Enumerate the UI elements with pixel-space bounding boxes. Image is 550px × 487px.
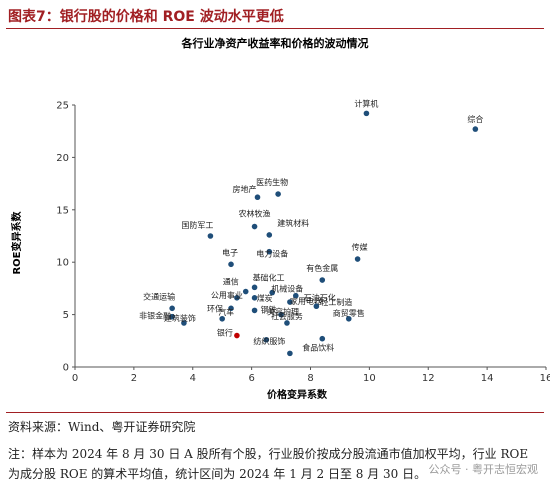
- data-point: [242, 288, 249, 295]
- chart-title: 各行业净资产收益率和价格的波动情况: [181, 36, 369, 50]
- data-point: [275, 191, 281, 197]
- x-tick-label: 8: [307, 373, 313, 384]
- x-tick-label: 2: [131, 373, 137, 384]
- data-point: [472, 126, 479, 132]
- point-label: 轻工制造: [320, 297, 352, 307]
- point-label: 综合: [467, 114, 483, 124]
- data-point: [319, 335, 326, 342]
- point-label: 机械设备: [271, 284, 303, 294]
- data-point: [313, 303, 320, 310]
- point-label: 公用事业: [211, 290, 243, 300]
- note-text: 注：样本为 2024 年 8 月 30 日 A 股所有个股，行业股价按成分股流通…: [8, 447, 529, 481]
- axes: 0 2 4 6 8 10 12 14 16 0 5 10 15 20 25: [56, 101, 550, 385]
- point-label: 医药生物: [256, 177, 288, 187]
- data-point: [254, 194, 261, 201]
- figure-title: 图表7：银行股的价格和 ROE 波动水平更低: [8, 9, 284, 25]
- data-point: [234, 295, 240, 301]
- scatter-chart: 各行业净资产收益率和价格的波动情况 价格变异系数 ROE变异系数 0 2 4 6 8 10…: [10, 36, 550, 401]
- point-label: 商贸零售: [333, 308, 365, 318]
- data-point: [228, 261, 234, 268]
- point-label: 有色金属: [306, 263, 338, 273]
- data-point: [234, 332, 240, 339]
- x-tick-label: 4: [190, 373, 196, 384]
- data-point: [263, 336, 270, 343]
- point-label: 石油石化: [304, 293, 336, 303]
- data-point: [251, 307, 258, 314]
- data-point: [284, 320, 290, 326]
- title-rule: [6, 28, 544, 29]
- point-label: 家用电器: [290, 296, 322, 306]
- point-label: 国防军工: [181, 220, 213, 230]
- watermark: 公众号 · 粤开志恒宏观: [426, 461, 540, 477]
- point-label: 食品饮料: [302, 343, 334, 353]
- x-axis-label: 价格变异系数: [267, 388, 328, 401]
- point-label: 传媒: [352, 242, 368, 252]
- data-point: [219, 315, 225, 322]
- data-point: [228, 305, 234, 312]
- source-rule: [6, 412, 544, 413]
- point-label: 环保: [207, 303, 223, 313]
- data-point: [278, 311, 284, 318]
- point-label: 农林牧渔: [239, 209, 271, 219]
- data-point: [251, 284, 258, 291]
- data-point: [354, 256, 361, 262]
- y-tick-label: 5: [63, 310, 69, 321]
- x-tick-label: 10: [363, 373, 376, 384]
- x-tick-label: 12: [422, 373, 435, 384]
- point-label: 通信: [223, 277, 239, 287]
- data-point: [269, 289, 276, 296]
- y-tick-label: 0: [63, 363, 69, 374]
- point-label: 计算机: [354, 98, 378, 108]
- point-label: 非银金融: [139, 311, 171, 321]
- data-point: [251, 295, 258, 301]
- point-label: 社会服务: [271, 311, 303, 321]
- y-tick-label: 20: [56, 153, 69, 164]
- point-label: 电子: [222, 247, 238, 257]
- data-point: [207, 233, 214, 239]
- point-label: 钢铁: [261, 304, 277, 314]
- source-text: 资料来源：Wind、粤开证券研究院: [8, 420, 196, 434]
- point-label: 建筑装饰: [164, 313, 196, 323]
- data-point: [319, 277, 326, 283]
- data-point: [345, 315, 352, 322]
- data-point: [251, 223, 258, 230]
- data-point: [266, 232, 273, 238]
- data-point: [287, 299, 293, 305]
- y-tick-label: 15: [56, 205, 69, 216]
- data-point: [363, 110, 370, 117]
- point-label: 煤炭: [257, 293, 273, 303]
- data-point: [169, 313, 175, 320]
- point-label: 纺织服饰: [253, 336, 285, 346]
- y-tick-label: 10: [56, 258, 69, 269]
- point-label: 基础化工: [253, 272, 285, 282]
- point-label: 银行: [217, 328, 233, 338]
- point-label: 汽车: [218, 307, 234, 317]
- point-label: 建筑材料: [277, 218, 309, 228]
- x-tick-label: 0: [72, 373, 78, 384]
- data-point: [266, 248, 273, 255]
- point-label: 房地产: [233, 184, 257, 194]
- point-label: 美容护理: [267, 307, 299, 317]
- x-tick-label: 14: [481, 373, 494, 384]
- point-label: 交通运输: [143, 291, 175, 301]
- y-axis-label: ROE变异系数: [10, 210, 23, 274]
- data-point: [181, 320, 187, 326]
- data-point: [287, 350, 293, 357]
- data-point: [169, 305, 175, 312]
- y-tick-label: 25: [56, 101, 69, 112]
- data-point: [292, 292, 299, 299]
- point-label: 电力设备: [256, 249, 288, 259]
- x-tick-label: 16: [540, 373, 550, 384]
- x-tick-label: 6: [248, 373, 254, 384]
